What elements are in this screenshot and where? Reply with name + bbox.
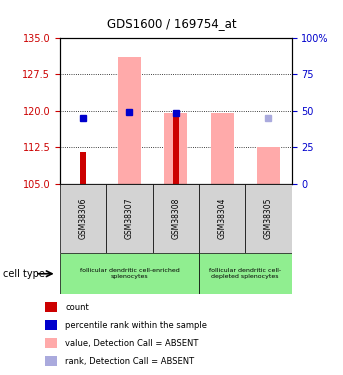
Bar — [153, 184, 199, 253]
Bar — [211, 113, 234, 184]
Text: GSM38307: GSM38307 — [125, 198, 134, 239]
Text: follicular dendritic cell-enriched
splenocytes: follicular dendritic cell-enriched splen… — [80, 268, 179, 279]
Text: cell type: cell type — [3, 269, 45, 279]
Bar — [199, 253, 292, 294]
Bar — [199, 184, 245, 253]
Text: follicular dendritic cell-
depleted splenocytes: follicular dendritic cell- depleted sple… — [209, 268, 281, 279]
Text: value, Detection Call = ABSENT: value, Detection Call = ABSENT — [65, 339, 199, 348]
Text: count: count — [65, 303, 89, 312]
Bar — [60, 253, 199, 294]
Bar — [245, 184, 292, 253]
Text: rank, Detection Call = ABSENT: rank, Detection Call = ABSENT — [65, 357, 194, 366]
Text: GSM38305: GSM38305 — [264, 198, 273, 239]
Bar — [106, 184, 153, 253]
Bar — [173, 113, 179, 184]
Text: GSM38308: GSM38308 — [171, 198, 180, 239]
Text: percentile rank within the sample: percentile rank within the sample — [65, 321, 207, 330]
Text: GDS1600 / 169754_at: GDS1600 / 169754_at — [107, 17, 236, 30]
Bar — [257, 147, 280, 184]
Bar — [164, 113, 187, 184]
Text: GSM38304: GSM38304 — [217, 198, 227, 239]
Bar — [80, 152, 86, 184]
Bar — [118, 57, 141, 184]
Text: GSM38306: GSM38306 — [79, 198, 88, 239]
Bar — [60, 184, 106, 253]
